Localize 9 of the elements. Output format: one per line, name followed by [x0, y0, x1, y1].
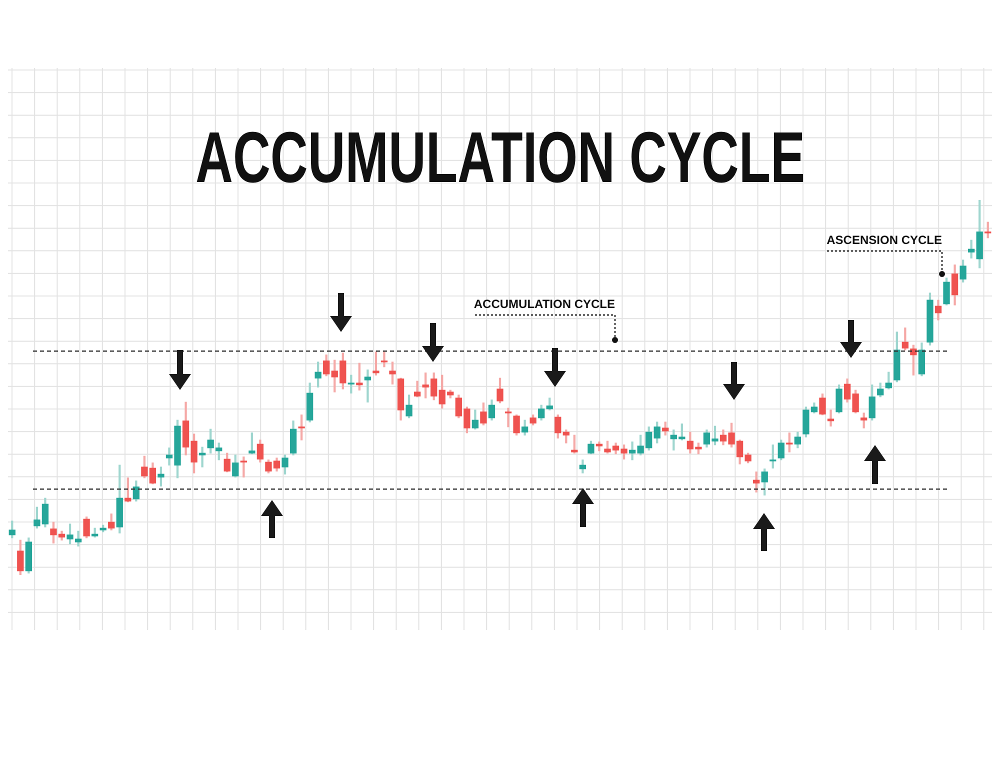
candlestick — [364, 370, 372, 402]
candlestick — [504, 408, 512, 428]
candlestick — [198, 446, 206, 468]
candlestick — [380, 352, 388, 368]
annotation: ACCUMULATION CYCLE — [474, 297, 615, 311]
annotation: ASCENSION CYCLE — [826, 233, 942, 247]
candlestick — [827, 410, 834, 426]
chart-title: ACCUMULATION CYCLE — [195, 118, 805, 198]
candlestick — [968, 240, 975, 258]
